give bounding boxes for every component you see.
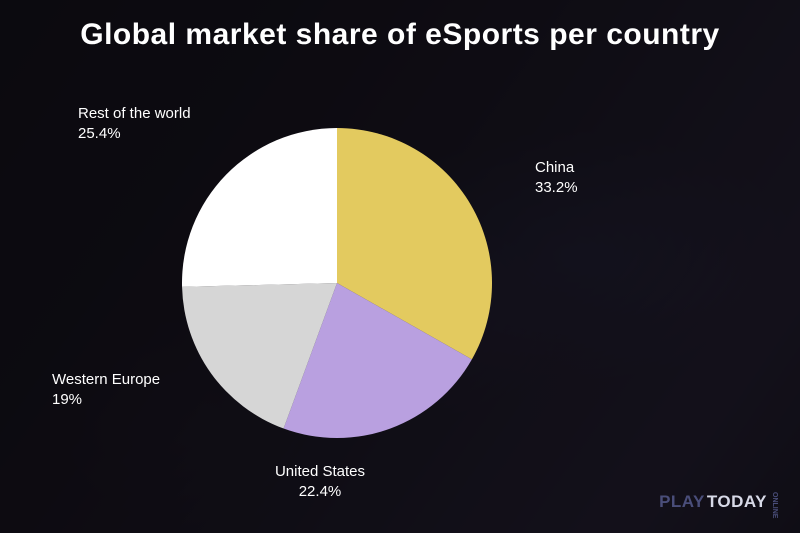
slice-label-percent: 33.2% — [535, 178, 578, 198]
slice-label-united-states: United States22.4% — [275, 462, 365, 503]
slice-label-china: China33.2% — [535, 158, 578, 199]
pie-svg — [182, 128, 492, 438]
brand-logo: PLAY TODAY ONLINE — [659, 492, 778, 519]
logo-side-text: ONLINE — [771, 492, 778, 519]
slice-label-percent: 22.4% — [275, 482, 365, 502]
slice-label-rest-of-the-world: Rest of the world25.4% — [78, 104, 191, 145]
infographic-content: Global market share of eSports per count… — [0, 0, 800, 533]
slice-label-name: Western Europe — [52, 370, 160, 390]
pie-slice-rest-of-the-world — [182, 128, 337, 287]
slice-label-name: China — [535, 158, 578, 178]
slice-label-name: United States — [275, 462, 365, 482]
slice-label-percent: 25.4% — [78, 124, 191, 144]
slice-label-western-europe: Western Europe19% — [52, 370, 160, 411]
logo-play-text: PLAY — [659, 492, 705, 512]
page-title: Global market share of eSports per count… — [0, 18, 800, 52]
pie-chart — [182, 128, 492, 443]
logo-today-text: TODAY — [707, 492, 767, 512]
slice-label-name: Rest of the world — [78, 104, 191, 124]
slice-label-percent: 19% — [52, 390, 160, 410]
